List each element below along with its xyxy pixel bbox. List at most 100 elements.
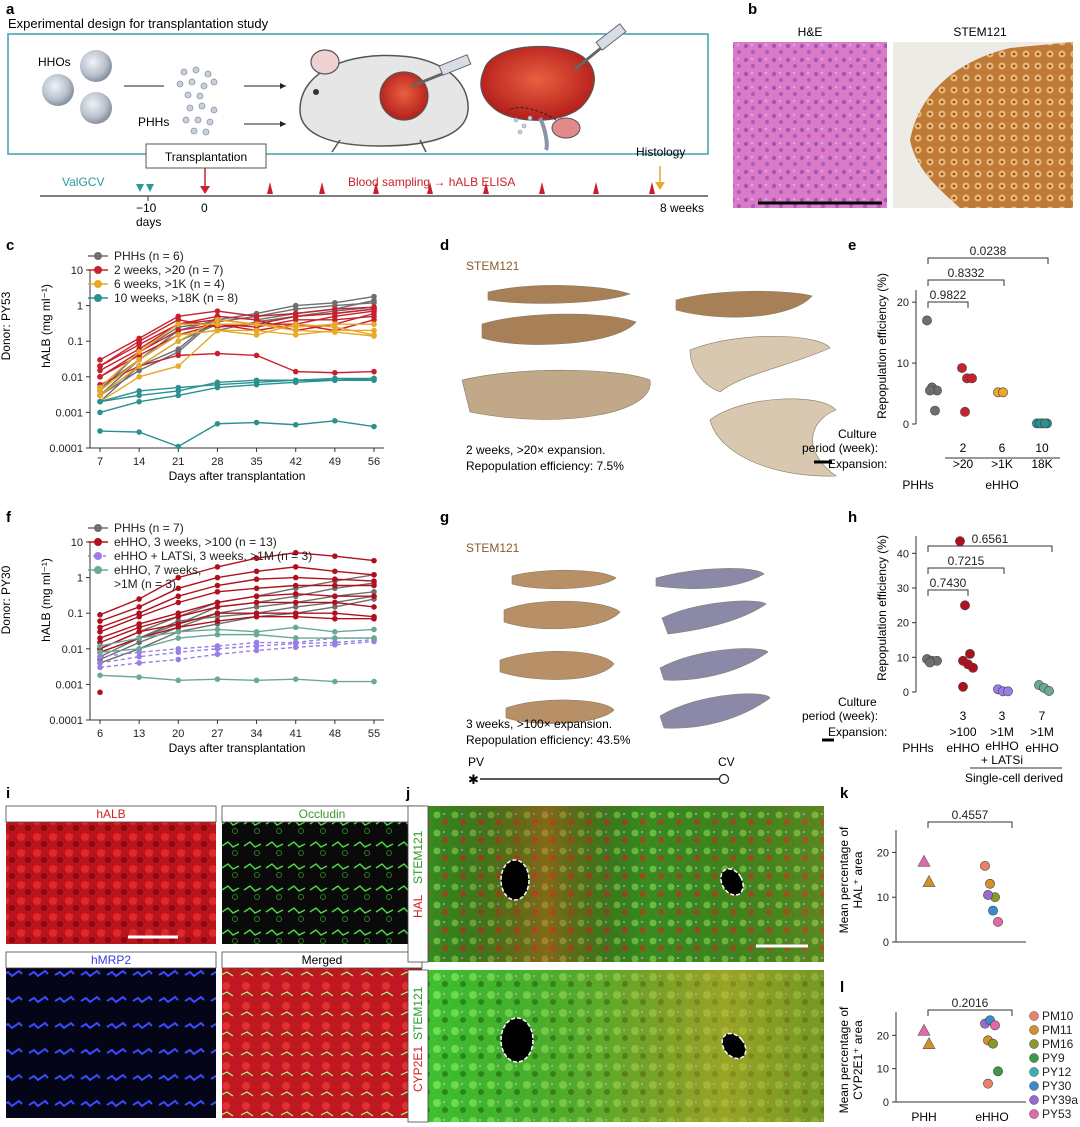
data-point-ehho3 bbox=[332, 568, 338, 575]
p-value-label: 0.6561 bbox=[972, 532, 1009, 546]
h-exp-2: >1M bbox=[990, 725, 1014, 739]
liver-illustration bbox=[480, 23, 627, 151]
data-point-latsi bbox=[175, 649, 182, 656]
legend-marker bbox=[1029, 1095, 1039, 1105]
h-exp-1: >100 bbox=[949, 725, 976, 739]
data-point-ehho3 bbox=[292, 564, 299, 570]
data-point-ehho3 bbox=[332, 615, 338, 622]
data-point-w6 bbox=[292, 332, 299, 338]
stem121-label: STEM121 bbox=[953, 25, 1007, 39]
data-point-w6 bbox=[371, 333, 377, 339]
valgcv-label: ValGCV bbox=[62, 175, 104, 189]
panel-f: f Donor: PY30 hALB (mg ml⁻¹) 10 1 0.1 0.01 0… bbox=[0, 509, 384, 755]
panel-label-j: j bbox=[405, 785, 410, 802]
data-point-w7 bbox=[253, 677, 260, 684]
data-point-w10 bbox=[332, 377, 338, 384]
data-point-ehho3 bbox=[371, 604, 377, 610]
legend-label: eHHO + LATSi, 3 weeks, >1M (n = 3) bbox=[114, 549, 312, 563]
data-triangle bbox=[922, 1037, 936, 1049]
ylabel-h: Repopulation efficiency (%) bbox=[875, 535, 889, 681]
h-single: Single-cell derived bbox=[965, 771, 1063, 785]
he-micrograph bbox=[733, 42, 887, 208]
data-point-w7 bbox=[97, 649, 103, 656]
data-point-phh bbox=[136, 639, 142, 646]
hal-label: HAL bbox=[411, 894, 425, 918]
data-point-w7 bbox=[292, 676, 299, 682]
data-point-w6 bbox=[371, 321, 377, 328]
legend-marker bbox=[94, 266, 102, 274]
p-value-label: 0.7430 bbox=[930, 576, 967, 590]
x-tick-label: 41 bbox=[290, 728, 302, 740]
data-point-w6 bbox=[97, 388, 103, 394]
data-point-ehho3 bbox=[292, 574, 299, 581]
data-point-w7 bbox=[97, 643, 103, 649]
data-point-w10 bbox=[136, 388, 142, 394]
panel-label-e: e bbox=[848, 237, 856, 254]
panel-l: l Mean percentage of CYP2E1⁺ area 010200… bbox=[837, 979, 1078, 1124]
data-point-w2 bbox=[175, 327, 182, 334]
legend-marker bbox=[1029, 1067, 1039, 1077]
data-point-w6 bbox=[292, 321, 299, 328]
panel-b: b H&E STEM121 bbox=[733, 1, 1073, 208]
data-point-phh bbox=[371, 293, 377, 300]
hmrp2-title: hMRP2 bbox=[91, 953, 131, 967]
data-point bbox=[957, 363, 967, 373]
ylabel-f: hALB (mg ml⁻¹) bbox=[39, 558, 53, 642]
liver-sections-g bbox=[499, 568, 771, 729]
panel-label-g: g bbox=[440, 509, 449, 526]
x-tick-label: 28 bbox=[211, 456, 223, 468]
data-point-ehho3 bbox=[253, 576, 260, 583]
data-point-w2 bbox=[97, 357, 103, 363]
data-point-ehho3 bbox=[332, 599, 338, 606]
legend-marker bbox=[1029, 1011, 1039, 1021]
data-point-ehho3 bbox=[253, 585, 260, 592]
data-point-ehho3 bbox=[253, 613, 260, 620]
y-tick-label: 20 bbox=[897, 618, 909, 630]
e-period-2: 6 bbox=[999, 441, 1006, 455]
caption-d-1: 2 weeks, >20× expansion. bbox=[466, 443, 605, 457]
legend-label: >1M (n = 3) bbox=[114, 577, 176, 591]
data-point-ehho3 bbox=[253, 593, 260, 600]
ylabel-l-2: CYP2E1⁺ area bbox=[851, 1020, 865, 1100]
data-point bbox=[958, 681, 968, 692]
data-point-ehho3 bbox=[175, 574, 182, 581]
legend-label: PM10 bbox=[1042, 1009, 1074, 1023]
p-value-label: 0.2016 bbox=[952, 996, 989, 1010]
data-point bbox=[983, 890, 993, 900]
data-point-w6 bbox=[97, 392, 103, 399]
series-line-ehho3 bbox=[99, 612, 375, 650]
data-point-w2 bbox=[253, 352, 260, 359]
data-point-w10 bbox=[292, 421, 299, 428]
series-line-ehho3 bbox=[99, 566, 375, 622]
data-point-w2 bbox=[253, 316, 260, 323]
h-row1b: period (week): bbox=[802, 709, 878, 723]
data-point-ehho3 bbox=[214, 582, 221, 589]
data-point-w6 bbox=[214, 316, 221, 323]
data-point-w7 bbox=[136, 646, 142, 652]
panel-label-c: c bbox=[6, 237, 14, 254]
data-point-ehho3 bbox=[371, 578, 377, 584]
x-tick-label: 21 bbox=[172, 456, 184, 468]
y-tick-label: 1 bbox=[77, 573, 83, 585]
data-point bbox=[988, 1038, 998, 1049]
data-point-w10 bbox=[292, 379, 299, 386]
y-tick-label: 0.001 bbox=[55, 407, 83, 419]
legend-label: PY39a bbox=[1042, 1093, 1078, 1107]
y-tick-label: 10 bbox=[897, 652, 909, 664]
series-line-w6 bbox=[99, 329, 374, 403]
data-point-ehho3 bbox=[97, 635, 103, 641]
merged-image bbox=[222, 952, 422, 1118]
legend-label: PHHs (n = 6) bbox=[114, 249, 184, 263]
data-point-ehho3 bbox=[97, 629, 103, 635]
data-point-ehho3 bbox=[97, 612, 103, 618]
y-tick-label: 10 bbox=[71, 265, 83, 277]
significance-bracket bbox=[927, 279, 1005, 286]
y-tick-label: 0.0001 bbox=[49, 715, 83, 727]
transplantation-box bbox=[145, 143, 267, 169]
stem121-label-d: STEM121 bbox=[466, 259, 520, 273]
panel-label-k: k bbox=[840, 785, 849, 802]
significance-bracket bbox=[927, 1009, 1013, 1016]
data-point-w7 bbox=[292, 624, 299, 631]
valgcv-marker bbox=[136, 184, 144, 192]
